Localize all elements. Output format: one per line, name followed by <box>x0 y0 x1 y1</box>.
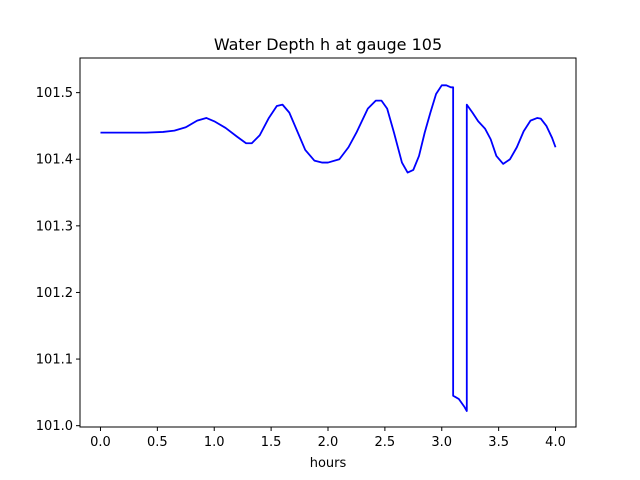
y-tick-label: 101.4 <box>36 153 73 168</box>
y-tick-label: 101.3 <box>36 219 73 234</box>
x-tick-label: 4.0 <box>545 435 566 450</box>
x-tick-label: 1.0 <box>204 435 225 450</box>
chart-title: Water Depth h at gauge 105 <box>214 35 442 54</box>
x-tick-label: 3.5 <box>488 435 509 450</box>
x-tick-label: 0.5 <box>147 435 168 450</box>
y-axis: 101.0 101.1 101.2 101.3 101.4 101.5 <box>36 86 80 434</box>
plot-background <box>80 58 576 427</box>
x-tick-label: 2.0 <box>318 435 339 450</box>
x-tick-label: 0.0 <box>90 435 111 450</box>
x-axis: 0.0 0.5 1.0 1.5 2.0 2.5 3.0 3.5 4.0 <box>90 427 566 450</box>
y-tick-label: 101.5 <box>36 86 73 101</box>
y-tick-label: 101.2 <box>36 286 73 301</box>
y-tick-label: 101.0 <box>36 419 73 434</box>
x-tick-label: 3.0 <box>431 435 452 450</box>
x-axis-label: hours <box>310 456 347 471</box>
y-tick-label: 101.1 <box>36 353 73 368</box>
plot-area <box>79 57 577 428</box>
series-line <box>100 84 557 412</box>
x-tick-label: 2.5 <box>375 435 396 450</box>
x-tick-label: 1.5 <box>261 435 282 450</box>
